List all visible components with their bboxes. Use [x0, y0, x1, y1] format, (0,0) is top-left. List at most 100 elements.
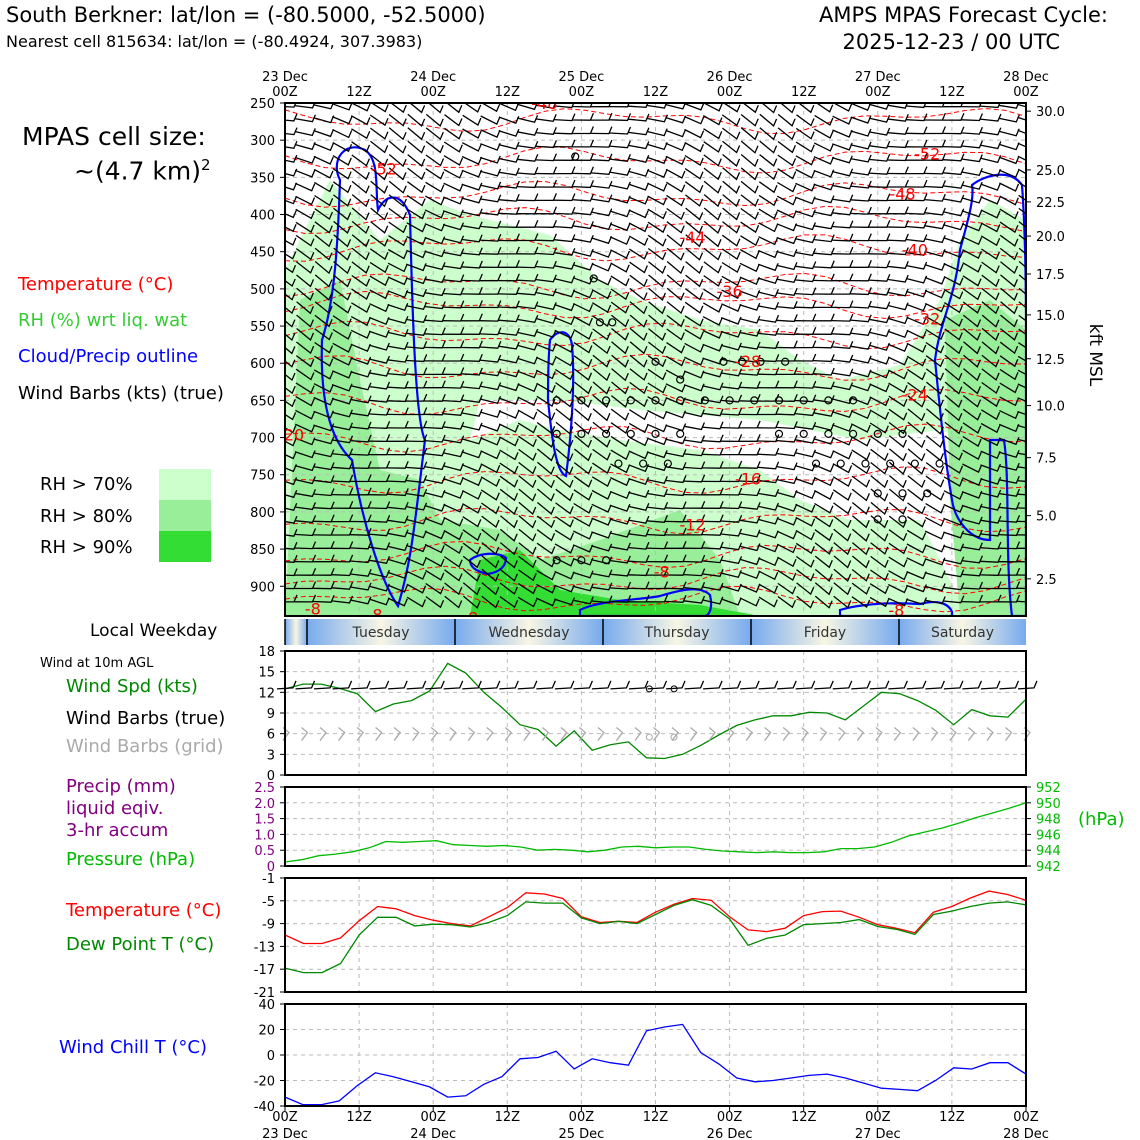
- upper-wind-barb: [851, 462, 871, 475]
- wind-barb-grid: [523, 727, 531, 741]
- upper-wind-barb: [887, 343, 909, 352]
- rh80-region-right: [945, 300, 1026, 616]
- upper-wind-barb: [590, 180, 613, 189]
- upper-wind-barb: [868, 315, 891, 324]
- upper-wind-barb: [943, 302, 964, 314]
- legend-pressure: Pressure (hPa): [66, 849, 196, 870]
- upper-wind-barb: [461, 273, 483, 282]
- upper-wind-barb: [961, 195, 983, 204]
- date-label-top: 27 Dec: [855, 70, 901, 85]
- upper-wind-barb: [313, 396, 334, 406]
- upper-wind-barb: [979, 515, 1002, 524]
- upper-wind-barb: [868, 180, 891, 188]
- temperature-panel: -21-17-13-9-5-1: [254, 872, 1027, 1001]
- upper-wind-barb: [368, 342, 390, 351]
- wind-barb-true: [295, 680, 316, 690]
- upper-wind-barb: [313, 181, 334, 193]
- upper-wind-barb: [444, 569, 463, 582]
- upper-wind-barb: [794, 248, 817, 257]
- upper-wind-barb: [424, 301, 446, 310]
- upper-wind-barb: [535, 597, 557, 607]
- wind-barb-grid: [578, 727, 587, 741]
- upper-wind-barb: [702, 501, 724, 509]
- calm-circle: [639, 459, 648, 468]
- upper-wind-barb: [887, 153, 909, 162]
- wind-barb-grid: [467, 727, 476, 741]
- upper-wind-barb: [831, 341, 854, 349]
- upper-wind-barb: [665, 129, 687, 138]
- upper-wind-barb: [831, 155, 853, 164]
- upper-wind-barb: [517, 370, 538, 379]
- upper-wind-barb: [313, 541, 335, 549]
- upper-wind-barb: [442, 435, 465, 444]
- calm-circle: [608, 318, 617, 327]
- upper-wind-barb: [720, 487, 743, 496]
- upper-wind-barb: [554, 543, 575, 554]
- calm-circle: [577, 556, 586, 565]
- upper-wind-barb: [776, 448, 798, 457]
- upper-wind-barb: [981, 368, 1000, 381]
- upper-wind-barb: [285, 103, 297, 108]
- upper-wind-barb: [443, 196, 464, 205]
- upper-wind-barb: [628, 489, 650, 498]
- upper-wind-barb: [425, 113, 444, 127]
- upper-wind-barb: [1017, 383, 1026, 389]
- upper-wind-barb: [925, 435, 944, 449]
- upper-wind-barb: [479, 340, 502, 349]
- upper-wind-barb: [850, 246, 872, 255]
- upper-wind-barb: [998, 541, 1021, 550]
- upper-wind-barb: [535, 179, 557, 188]
- upper-wind-barb: [942, 126, 965, 135]
- upper-wind-barb: [739, 460, 761, 469]
- upper-wind-barb: [498, 246, 520, 255]
- weekday-label: Local Weekday: [90, 621, 218, 641]
- upper-wind-barb: [924, 276, 946, 285]
- upper-wind-barb: [553, 234, 576, 243]
- upper-wind-barb: [776, 530, 797, 540]
- wind-barb-true: [369, 680, 390, 690]
- calm-circle: [626, 396, 635, 405]
- weekday-segment: [899, 619, 1026, 645]
- upper-wind-barb: [850, 103, 872, 111]
- upper-wind-barb: [479, 368, 502, 377]
- upper-wind-barb: [905, 261, 928, 270]
- upper-wind-barb: [313, 436, 335, 445]
- upper-wind-barb: [776, 301, 798, 309]
- time-tick-top: 12Z: [791, 85, 817, 100]
- upper-wind-barb: [609, 154, 631, 163]
- upper-wind-barb: [813, 182, 835, 191]
- upper-wind-barb: [944, 448, 963, 461]
- upper-wind-barb: [794, 353, 817, 362]
- upper-wind-barb: [461, 354, 483, 362]
- upper-wind-barb: [776, 407, 798, 416]
- upper-wind-barb: [924, 103, 945, 108]
- upper-wind-barb: [944, 408, 963, 422]
- isotherm-label: -48: [531, 94, 557, 113]
- upper-wind-barb: [684, 115, 705, 125]
- upper-wind-barb: [461, 286, 483, 295]
- upper-wind-barb: [665, 142, 686, 152]
- upper-wind-barb: [294, 103, 316, 109]
- upper-wind-barb: [554, 570, 575, 580]
- date-label-top: 25 Dec: [558, 70, 604, 85]
- upper-wind-barb: [722, 221, 741, 234]
- upper-wind-barb: [461, 313, 483, 322]
- isotherm-line: [285, 423, 1026, 453]
- weekday-segment: [285, 619, 307, 645]
- upper-wind-barb: [998, 449, 1020, 458]
- upper-wind-barb: [851, 582, 871, 595]
- upper-wind-barb: [980, 168, 1002, 177]
- weekday-segment: [307, 619, 455, 645]
- upper-wind-barb: [998, 423, 1020, 433]
- upper-wind-barb: [590, 595, 613, 604]
- upper-wind-barb: [757, 530, 779, 539]
- upper-wind-barb: [535, 140, 557, 149]
- upper-wind-barb: [924, 221, 946, 230]
- cell-size-label: MPAS cell size:: [22, 122, 206, 151]
- upper-wind-barb: [962, 381, 981, 395]
- upper-wind-barb: [739, 501, 761, 510]
- upper-wind-barb: [610, 301, 630, 314]
- upper-wind-barb: [814, 582, 833, 596]
- upper-wind-barb: [285, 113, 298, 122]
- wind-barb-grid: [375, 727, 383, 741]
